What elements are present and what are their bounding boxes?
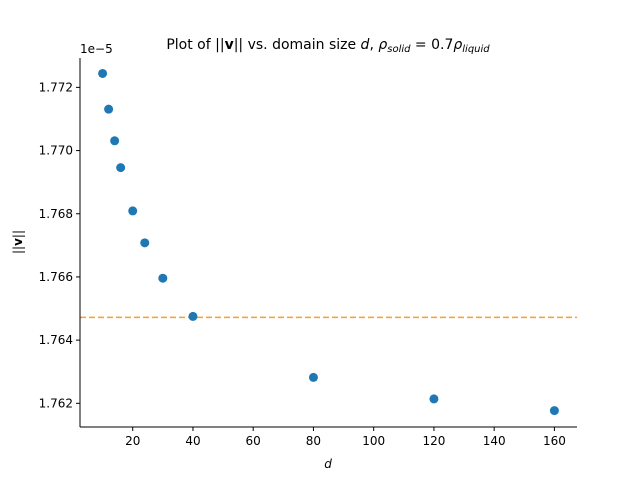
y-tick-label: 1.766 [39,270,73,284]
plot-area [80,68,577,416]
data-point [429,394,439,404]
y-tick-label: 1.768 [39,207,73,221]
data-point [158,273,168,283]
x-tick-label: 160 [543,434,566,448]
x-tick-label: 120 [422,434,445,448]
data-point [188,311,198,321]
x-tick-label: 60 [246,434,261,448]
chart-title: Plot of ||v|| vs. domain size d, ρsolid … [166,37,490,55]
x-tick-label: 140 [483,434,506,448]
data-point [140,238,150,248]
offset-text: 1e−5 [80,42,113,56]
x-axis-label: d [324,457,332,471]
y-tick-label: 1.764 [39,333,73,347]
data-point [549,406,559,416]
y-ticks: 1.762 1.764 1.766 1.768 1.770 1.772 [39,80,80,410]
data-point [104,104,114,114]
x-tick-label: 100 [362,434,385,448]
x-tick-label: 20 [125,434,140,448]
data-point [308,372,318,382]
y-tick-label: 1.762 [39,396,73,410]
data-point [110,136,120,146]
data-point [98,68,108,78]
y-tick-label: 1.772 [39,80,73,94]
y-tick-label: 1.770 [39,144,73,158]
data-point [116,163,126,173]
x-ticks: 20 40 60 80 100 120 140 160 [125,427,566,448]
data-point [128,206,138,216]
x-tick-label: 80 [306,434,321,448]
y-axis-label: ||v|| [11,230,25,254]
x-tick-label: 40 [185,434,200,448]
